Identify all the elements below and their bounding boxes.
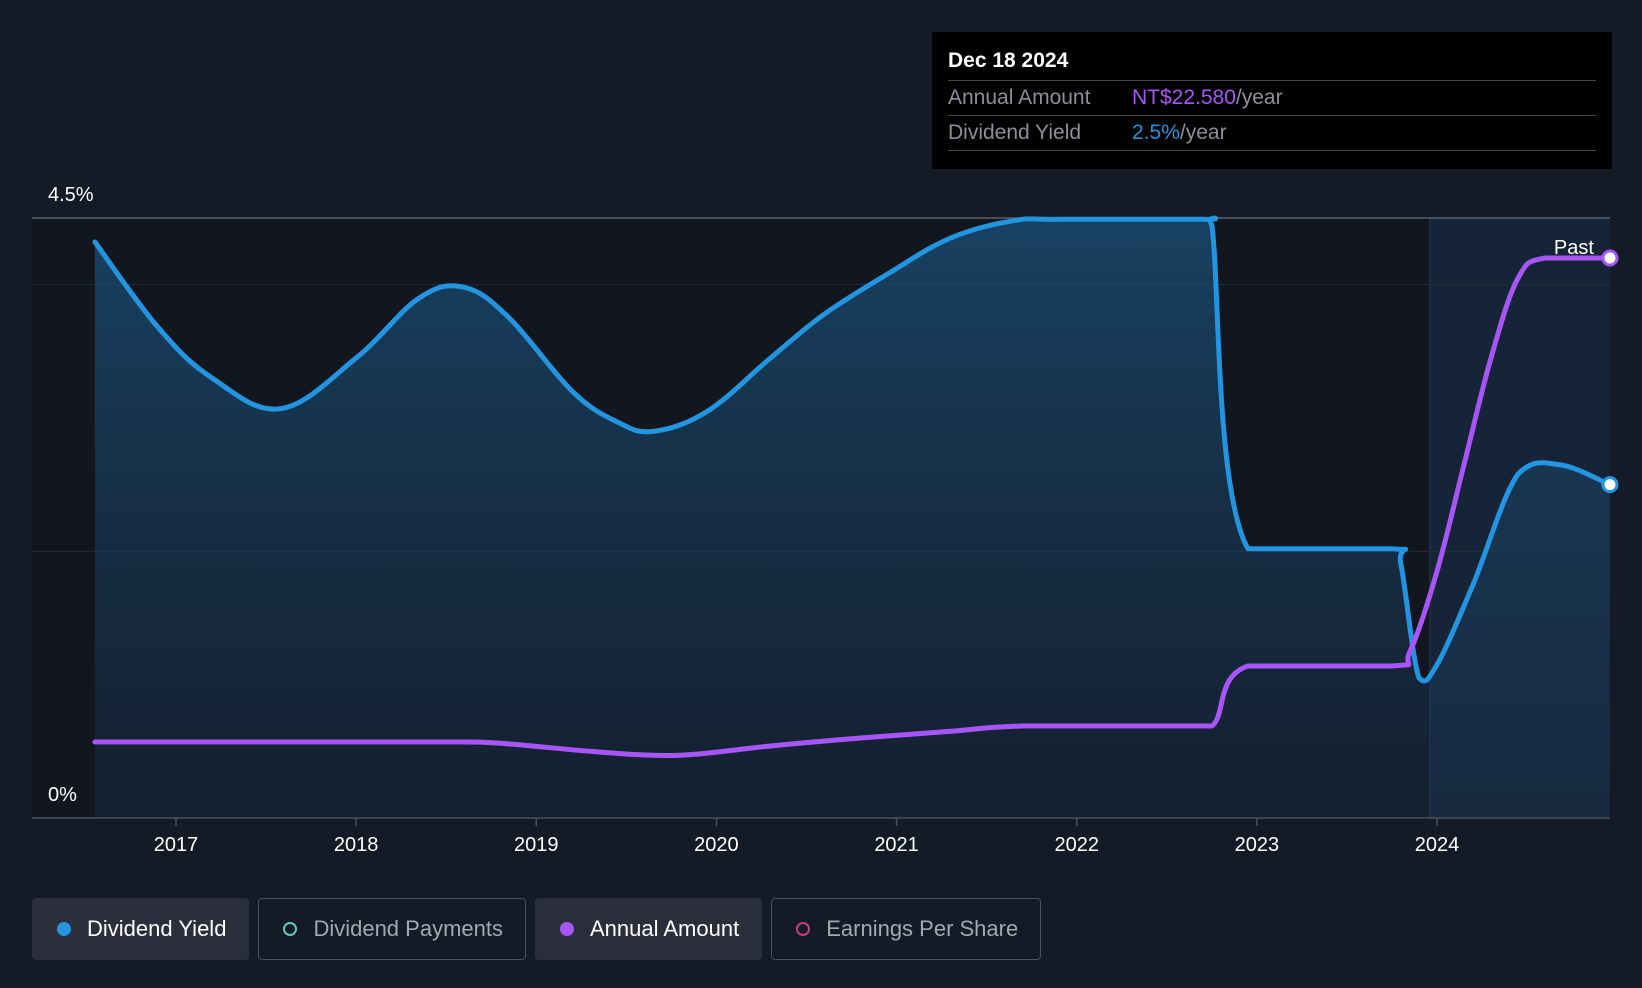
legend-ring-icon bbox=[283, 922, 298, 936]
x-tick-label: 2023 bbox=[1235, 834, 1280, 856]
annual-amount-line bbox=[92, 255, 1613, 759]
tooltip-yield-value: 2.5% bbox=[1132, 121, 1180, 144]
x-tick-label: 2018 bbox=[334, 834, 379, 856]
legend-label: Dividend Payments bbox=[313, 916, 503, 941]
legend-dot-icon bbox=[57, 922, 71, 936]
x-tick-label: 2017 bbox=[154, 834, 199, 856]
x-tick-label: 2020 bbox=[694, 834, 739, 856]
tooltip-yield-row: Dividend Yield 2.5%/year bbox=[948, 115, 1596, 151]
tooltip-yield-unit: /year bbox=[1179, 121, 1227, 144]
y-axis-bottom-label: 0% bbox=[48, 784, 77, 806]
x-tick-label: 2022 bbox=[1054, 834, 1099, 856]
legend-dividend-yield-button[interactable]: Dividend Yield bbox=[32, 898, 250, 960]
tooltip-date: Dec 18 2024 bbox=[948, 49, 1069, 72]
legend-label: Annual Amount bbox=[589, 916, 740, 941]
tooltip-annual-unit: /year bbox=[1235, 86, 1283, 109]
tooltip: Dec 18 2024 Annual Amount NT$22.580/year… bbox=[932, 32, 1612, 169]
x-axis-ticks: 2017 2018 2019 2020 2021 2022 2023 2024 bbox=[154, 818, 1460, 856]
legend-label: Dividend Yield bbox=[87, 916, 227, 941]
dividend-yield-line bbox=[92, 215, 1613, 684]
annual-amount-end-marker bbox=[1601, 249, 1619, 267]
legend-earnings-per-share-button[interactable]: Earnings Per Share bbox=[771, 898, 1042, 960]
tooltip-yield-label: Dividend Yield bbox=[948, 121, 1082, 144]
x-tick-label: 2021 bbox=[874, 834, 919, 856]
legend-annual-amount-button[interactable]: Annual Amount bbox=[534, 898, 763, 960]
legend-ring-icon bbox=[796, 922, 811, 936]
legend: Dividend Yield Dividend Payments Annual … bbox=[32, 898, 1042, 960]
x-tick-label: 2019 bbox=[514, 834, 559, 856]
tooltip-annual-row: Annual Amount NT$22.580/year bbox=[948, 80, 1596, 115]
legend-dividend-payments-button[interactable]: Dividend Payments bbox=[258, 898, 526, 960]
dividend-yield-end-marker bbox=[1601, 476, 1619, 494]
dividend-yield-area bbox=[94, 218, 1610, 818]
legend-label: Earnings Per Share bbox=[826, 916, 1019, 941]
y-axis-top-label: 4.5% bbox=[48, 184, 94, 206]
tooltip-annual-value: NT$22.580 bbox=[1132, 86, 1236, 109]
x-tick-label: 2024 bbox=[1415, 834, 1460, 856]
legend-dot-icon bbox=[559, 922, 574, 936]
tooltip-annual-label: Annual Amount bbox=[948, 86, 1091, 109]
past-label: Past bbox=[1554, 237, 1594, 259]
